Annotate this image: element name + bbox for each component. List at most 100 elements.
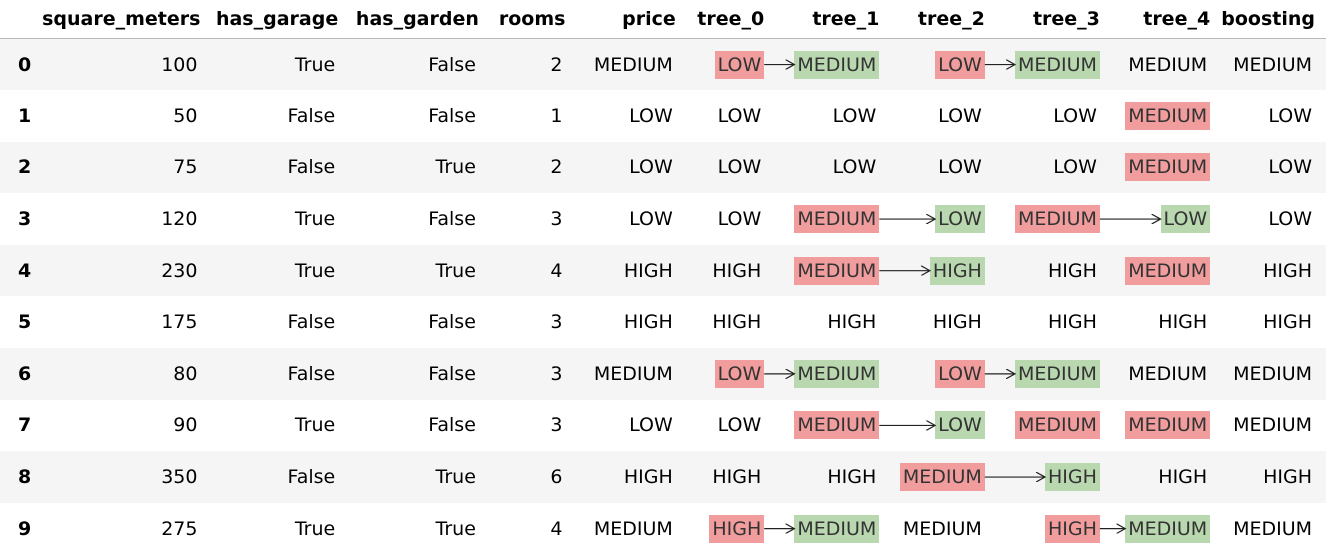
cell-value: HIGH (709, 463, 764, 491)
cell-value: MEDIUM (1230, 360, 1315, 388)
cell-value: LOW (1265, 205, 1315, 233)
column-header-tree-4: tree_4 (1111, 0, 1221, 39)
cell-value: LOW (626, 102, 676, 130)
cell-square-meters: 75 (40, 142, 212, 194)
cell-value-wrong: HIGH (1045, 515, 1100, 543)
cell-value: True (433, 257, 479, 285)
cell-price: MEDIUM (576, 39, 686, 91)
cell-boosting: MEDIUM (1221, 39, 1326, 91)
cell-tree-4: HIGH (1111, 296, 1221, 348)
cell-square-meters: 230 (40, 245, 212, 297)
cell-value: True (433, 515, 479, 543)
cell-value: HIGH (930, 308, 985, 336)
cell-tree-4: MEDIUM (1111, 503, 1221, 554)
cell-tree-4: MEDIUM (1111, 348, 1221, 400)
cell-value: LOW (1265, 102, 1315, 130)
cell-value: HIGH (1155, 463, 1210, 491)
cell-tree-3: HIGH (996, 296, 1111, 348)
cell-value-wrong: LOW (715, 51, 765, 79)
cell-rooms: 3 (490, 348, 577, 400)
cell-value-corrected: HIGH (1045, 463, 1100, 491)
row-index: 3 (0, 193, 40, 245)
cell-value: HIGH (709, 257, 764, 285)
cell-value: LOW (935, 153, 985, 181)
cell-value: LOW (715, 153, 765, 181)
cell-value: True (292, 205, 338, 233)
cell-value-corrected: LOW (1161, 205, 1211, 233)
cell-value-corrected: LOW (935, 205, 985, 233)
cell-value: LOW (626, 205, 676, 233)
cell-tree-3: MEDIUM (996, 348, 1111, 400)
cell-value-corrected: MEDIUM (794, 360, 879, 388)
cell-value: HIGH (709, 308, 764, 336)
cell-has-garage: False (211, 296, 349, 348)
cell-rooms: 2 (490, 39, 577, 91)
cell-has-garden: False (349, 400, 490, 452)
cell-boosting: LOW (1221, 142, 1326, 194)
cell-value-corrected: LOW (935, 411, 985, 439)
cell-value: LOW (1050, 102, 1100, 130)
cell-price: LOW (576, 90, 686, 142)
cell-tree-2: LOW (890, 193, 996, 245)
cell-tree-0: LOW (687, 39, 775, 91)
cell-square-meters: 90 (40, 400, 212, 452)
cell-tree-0: LOW (687, 90, 775, 142)
cell-value: True (433, 463, 479, 491)
cell-tree-3: HIGH (996, 451, 1111, 503)
column-header-tree-3: tree_3 (996, 0, 1111, 39)
cell-value: LOW (626, 153, 676, 181)
cell-tree-0: HIGH (687, 296, 775, 348)
cell-rooms: 3 (490, 193, 577, 245)
row-index: 9 (0, 503, 40, 554)
cell-tree-1: LOW (775, 90, 890, 142)
cell-value: HIGH (824, 463, 879, 491)
cell-value: MEDIUM (1125, 51, 1210, 79)
cell-square-meters: 50 (40, 90, 212, 142)
cell-value: 3 (547, 205, 565, 233)
row-index: 6 (0, 348, 40, 400)
cell-tree-2: LOW (890, 90, 996, 142)
cell-tree-3: MEDIUM (996, 400, 1111, 452)
column-header-has-garage: has_garage (211, 0, 349, 39)
cell-value-wrong: MEDIUM (900, 463, 985, 491)
cell-value: HIGH (1260, 257, 1315, 285)
cell-has-garden: False (349, 296, 490, 348)
cell-value: 1 (547, 102, 565, 130)
cell-value: MEDIUM (591, 360, 676, 388)
cell-value: False (285, 308, 339, 336)
cell-value: LOW (715, 411, 765, 439)
cell-has-garden: True (349, 503, 490, 554)
cell-value: LOW (935, 102, 985, 130)
cell-value: HIGH (1260, 308, 1315, 336)
cell-square-meters: 80 (40, 348, 212, 400)
cell-tree-3: LOW (996, 90, 1111, 142)
cell-rooms: 1 (490, 90, 577, 142)
cell-value-corrected: MEDIUM (794, 515, 879, 543)
column-header-tree-0: tree_0 (687, 0, 775, 39)
cell-value: False (285, 360, 339, 388)
cell-has-garage: False (211, 90, 349, 142)
cell-tree-0: HIGH (687, 503, 775, 554)
cell-boosting: LOW (1221, 90, 1326, 142)
cell-value-corrected: HIGH (930, 257, 985, 285)
cell-value-corrected: MEDIUM (1015, 51, 1100, 79)
cell-value: 4 (547, 515, 565, 543)
cell-has-garage: True (211, 400, 349, 452)
cell-value: MEDIUM (1230, 51, 1315, 79)
cell-tree-1: MEDIUM (775, 39, 890, 91)
cell-tree-4: MEDIUM (1111, 142, 1221, 194)
cell-boosting: HIGH (1221, 296, 1326, 348)
cell-tree-2: LOW (890, 142, 996, 194)
cell-tree-1: MEDIUM (775, 193, 890, 245)
cell-price: LOW (576, 400, 686, 452)
cell-value-wrong: LOW (935, 51, 985, 79)
cell-value: False (425, 360, 479, 388)
cell-value: True (292, 515, 338, 543)
cell-value-wrong: MEDIUM (794, 205, 879, 233)
cell-has-garage: True (211, 245, 349, 297)
cell-price: MEDIUM (576, 348, 686, 400)
